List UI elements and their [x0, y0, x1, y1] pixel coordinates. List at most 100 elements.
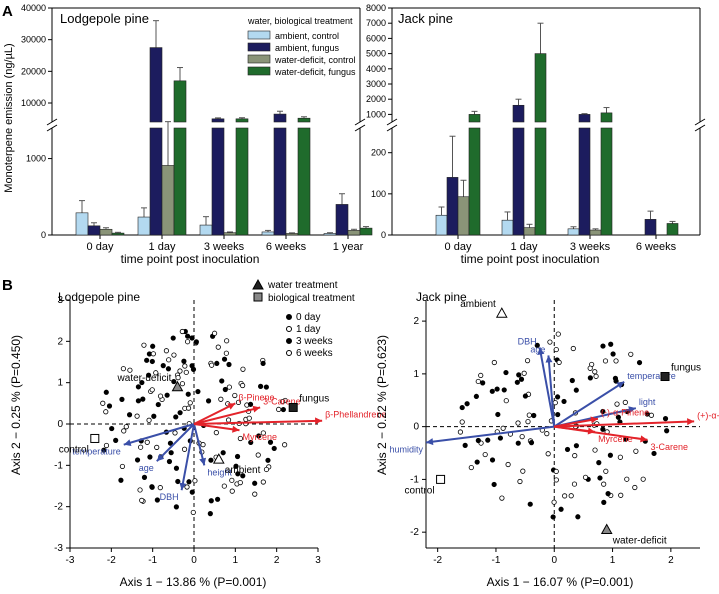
bar	[137, 216, 151, 236]
env-vector-label: height	[207, 467, 232, 477]
sample-point	[149, 484, 155, 490]
lodgepole-bar-title: Lodgepole pine	[60, 11, 149, 26]
y-tick-label: 0	[41, 230, 46, 240]
sample-point	[600, 408, 606, 415]
env-arrowhead	[179, 482, 187, 491]
sample-point	[573, 443, 580, 449]
sample-point	[154, 497, 160, 503]
centroid-label: control	[59, 444, 89, 455]
centroid-label: water-deficit	[612, 536, 667, 547]
y-tick-label: -2	[410, 527, 419, 538]
sample-point	[260, 360, 266, 367]
bar	[589, 229, 602, 236]
centroid-label: fungus	[671, 363, 701, 374]
sample-point	[575, 514, 581, 520]
sample-point	[151, 413, 157, 419]
sample-point	[480, 380, 486, 386]
env-vector-label: DBH	[160, 492, 179, 502]
sample-point	[171, 352, 177, 358]
sample-point	[134, 413, 140, 419]
sample-point	[160, 363, 166, 369]
sample-point	[514, 379, 520, 385]
y-tick-label: -3	[54, 543, 63, 554]
jack-bar-title: Jack pine	[398, 11, 453, 26]
env-vector-label: DBH	[518, 336, 537, 346]
env-vector-label: temperature	[72, 447, 121, 457]
sample-point	[582, 474, 589, 480]
bar	[273, 113, 287, 123]
x-tick-label: 0	[551, 555, 557, 566]
sample-point	[219, 378, 225, 384]
sample-point	[276, 406, 282, 413]
y-tick-label: 3	[57, 295, 63, 306]
bar	[512, 127, 525, 236]
bar	[600, 112, 613, 123]
bar	[261, 231, 275, 236]
y-tick-label: 1000	[26, 154, 46, 164]
sample-point	[123, 424, 129, 430]
centroid-label: water-deficit	[117, 373, 172, 384]
legend-swatch	[247, 42, 271, 52]
sample-point	[185, 391, 191, 397]
env-vector	[553, 380, 625, 428]
y-tick-label: 3000	[366, 79, 386, 89]
sample-point	[618, 492, 624, 498]
sample-point	[503, 369, 509, 376]
sample-point	[153, 370, 159, 376]
x-tick-label: -1	[148, 555, 157, 566]
sample-point	[138, 444, 144, 450]
sample-point	[489, 457, 496, 463]
sample-point	[526, 412, 532, 418]
panel-letter-a: A	[2, 3, 13, 20]
sample-point	[662, 416, 669, 422]
x-tick-label: 2	[274, 555, 280, 566]
env-arrowhead	[537, 347, 545, 356]
sample-point	[189, 335, 195, 341]
sample-point	[193, 339, 199, 345]
sample-point	[271, 445, 277, 452]
y-tick-label: 2	[57, 336, 63, 347]
sample-point	[175, 375, 181, 381]
sample-point	[173, 414, 179, 420]
sample-point	[640, 476, 646, 482]
y-tick-label: 20000	[21, 66, 46, 76]
sample-point	[150, 351, 156, 357]
bar	[512, 104, 525, 123]
terpene-vector-label: Myrcene	[242, 432, 277, 442]
y-tick-label: 2	[413, 316, 419, 327]
sample-point	[163, 348, 170, 354]
sample-point	[168, 450, 174, 456]
y-tick-label: 6000	[366, 33, 386, 43]
env-vector	[193, 423, 206, 466]
sample-point	[184, 339, 191, 345]
env-arrowhead	[156, 453, 165, 462]
x-tick-label: -2	[433, 555, 442, 566]
legend-swatch	[247, 66, 271, 76]
sample-point	[215, 344, 221, 350]
sample-point	[141, 474, 148, 480]
bar	[149, 127, 163, 236]
y-tick-label: 30000	[21, 35, 46, 45]
sample-point	[601, 481, 607, 487]
sample-point	[157, 393, 164, 399]
sample-point	[457, 429, 464, 435]
sample-point	[226, 384, 232, 390]
sample-point	[166, 458, 173, 465]
legend-title: water, biological treatment	[247, 16, 353, 26]
sample-point	[263, 466, 270, 473]
sample-point	[562, 493, 568, 499]
bar	[75, 212, 89, 236]
axis-break-mark	[46, 118, 58, 126]
sample-point	[172, 430, 178, 436]
lodgepole-ord-xlabel: Axis 1 − 13.86 % (P=0.001)	[120, 575, 267, 589]
sample-point	[497, 435, 504, 441]
sample-point	[628, 351, 634, 357]
legend-swatch	[247, 54, 271, 64]
sample-point	[235, 471, 241, 477]
terpene-vector-label: (+)-α-Pinene	[697, 410, 719, 420]
sample-point	[632, 484, 638, 491]
bar	[468, 127, 481, 236]
y-tick-label: 0	[381, 230, 386, 240]
bar	[347, 230, 361, 236]
sample-point	[182, 363, 188, 369]
